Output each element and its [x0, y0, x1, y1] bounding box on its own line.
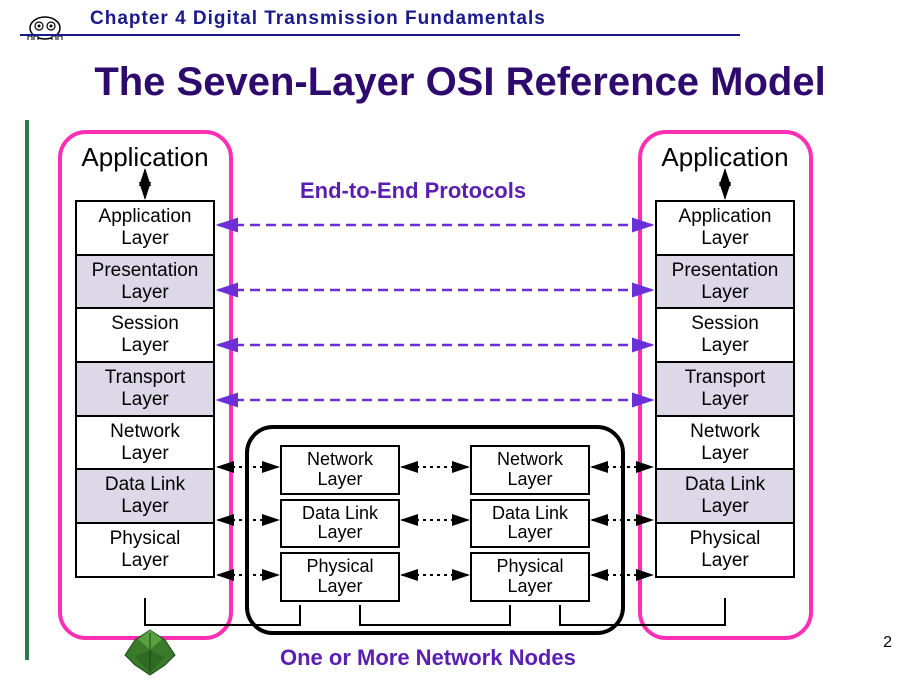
router-layer-cell: NetworkLayer: [280, 445, 400, 495]
router-layer-cell: PhysicalLayer: [470, 552, 590, 602]
router-layer-cell: PhysicalLayer: [280, 552, 400, 602]
page-number: 2: [883, 634, 892, 652]
osi-stack-right: ApplicationLayerPresentationLayerSession…: [655, 200, 795, 578]
chapter-title: Chapter 4 Digital Transmission Fundament…: [90, 8, 546, 30]
layer-cell: Data LinkLayer: [657, 470, 793, 524]
layer-cell: NetworkLayer: [77, 417, 213, 471]
layer-cell: PresentationLayer: [77, 256, 213, 310]
layer-cell: PresentationLayer: [657, 256, 793, 310]
layer-cell: SessionLayer: [77, 309, 213, 363]
side-accent-bar: [25, 120, 29, 660]
router-stack-right: NetworkLayerData LinkLayerPhysicalLayer: [470, 445, 590, 606]
layer-cell: TransportLayer: [657, 363, 793, 417]
header-underline: [20, 34, 740, 36]
layer-cell: ApplicationLayer: [657, 202, 793, 256]
nodes-label: One or More Network Nodes: [280, 645, 576, 671]
layer-cell: PhysicalLayer: [657, 524, 793, 576]
osi-stack-left: ApplicationLayerPresentationLayerSession…: [75, 200, 215, 578]
application-label-left: Application: [70, 142, 220, 173]
router-layer-cell: Data LinkLayer: [280, 499, 400, 549]
layer-cell: Data LinkLayer: [77, 470, 213, 524]
leaf-icon: [120, 625, 180, 680]
router-stack-left: NetworkLayerData LinkLayerPhysicalLayer: [280, 445, 400, 606]
end-to-end-label: End-to-End Protocols: [300, 178, 526, 204]
layer-cell: SessionLayer: [657, 309, 793, 363]
application-label-right: Application: [650, 142, 800, 173]
layer-cell: PhysicalLayer: [77, 524, 213, 576]
layer-cell: TransportLayer: [77, 363, 213, 417]
router-layer-cell: Data LinkLayer: [470, 499, 590, 549]
layer-cell: ApplicationLayer: [77, 202, 213, 256]
router-layer-cell: NetworkLayer: [470, 445, 590, 495]
layer-cell: NetworkLayer: [657, 417, 793, 471]
main-title: The Seven-Layer OSI Reference Model: [0, 60, 920, 105]
